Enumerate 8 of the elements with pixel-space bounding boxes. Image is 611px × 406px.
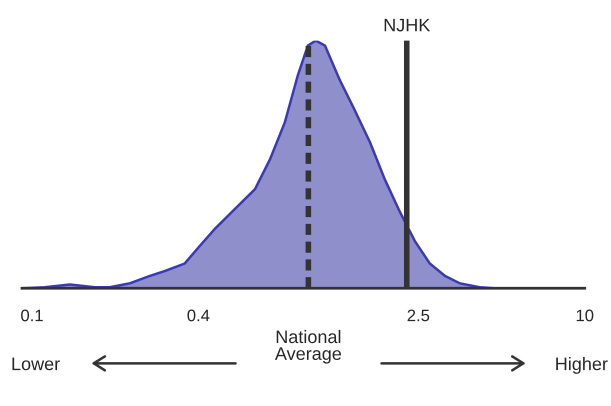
text: Higher — [556, 356, 608, 374]
ref-line-label: NJHK — [384, 18, 430, 32]
x-tick-label: 2.5 — [408, 310, 430, 322]
x-tick-label: 0.1 — [21, 310, 43, 322]
x-tick-label: 0.4 — [187, 310, 210, 322]
x-tick-label: 10 — [576, 310, 594, 322]
text: Lower — [12, 358, 60, 370]
ref-line-label: National Average — [274, 330, 342, 364]
